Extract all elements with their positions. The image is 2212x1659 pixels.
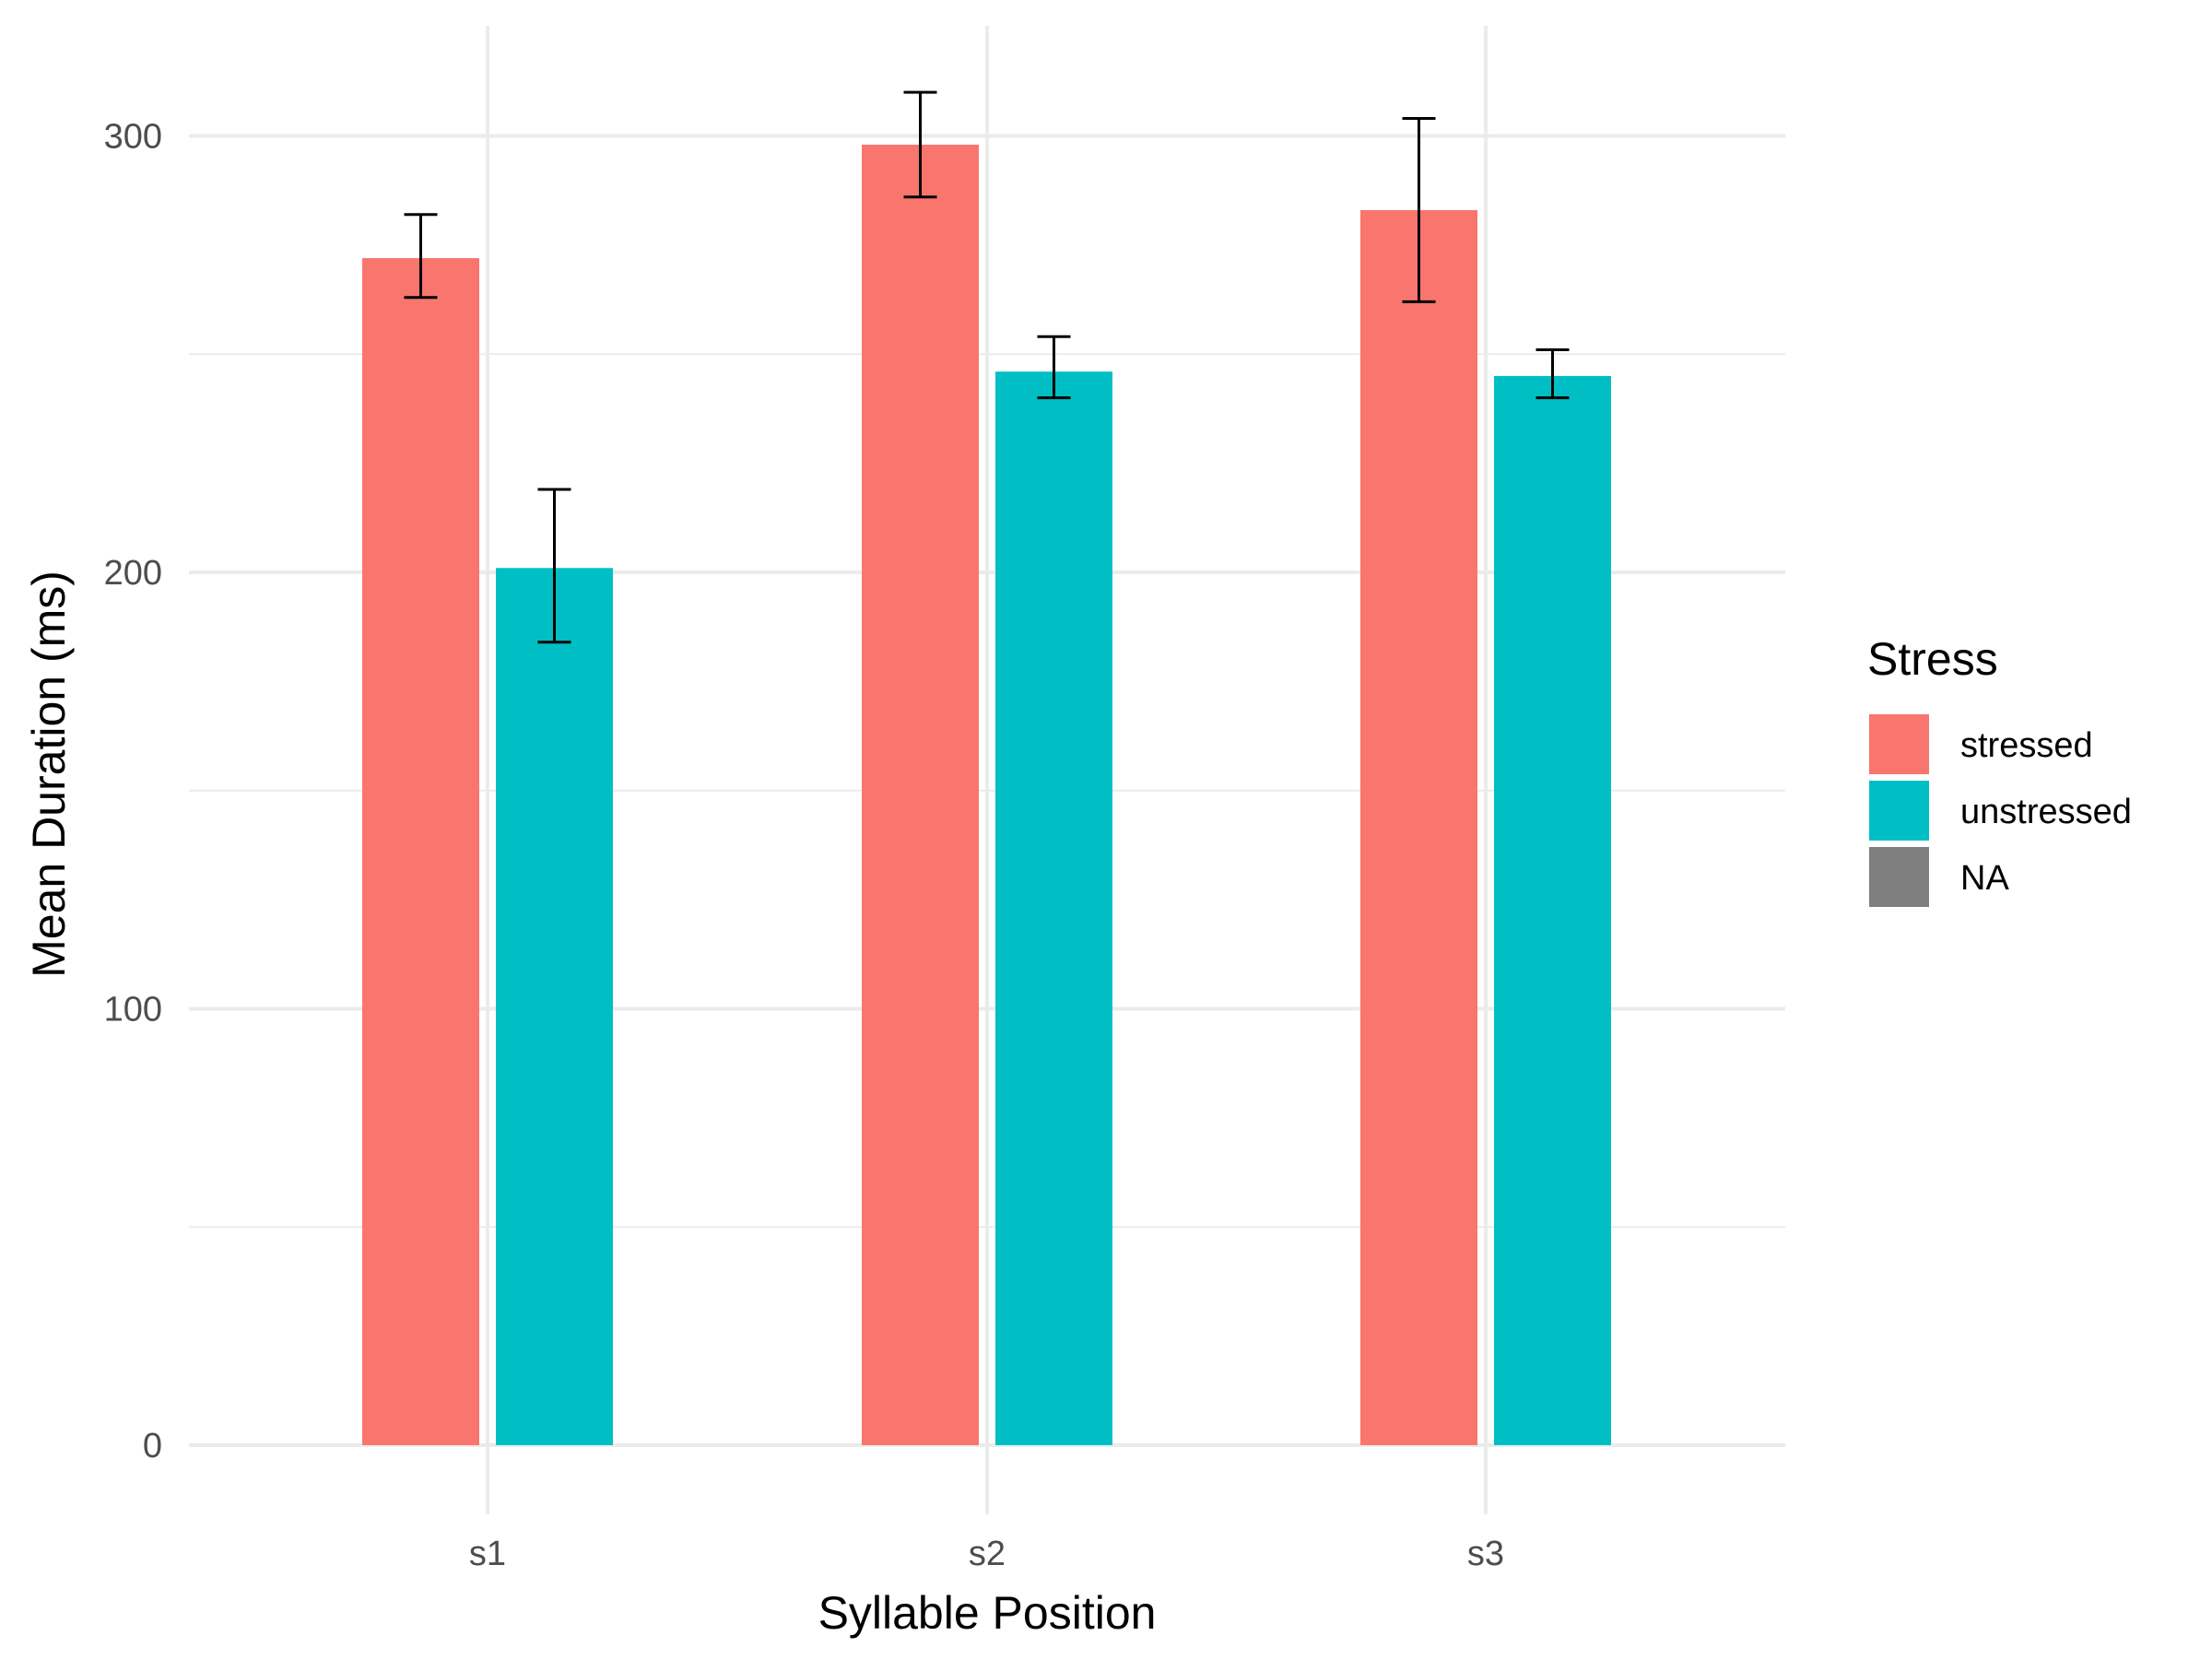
- legend-entry-na: NA: [1869, 847, 2009, 907]
- legend: Stress stressed unstressed NA: [1867, 633, 2132, 907]
- bar-unstressed-s1: [496, 568, 613, 1445]
- legend-key: [1869, 714, 1929, 774]
- bar-stressed-s2: [862, 144, 979, 1446]
- bars: [362, 144, 1611, 1446]
- bar-unstressed-s3: [1494, 375, 1611, 1445]
- error-bar-unstressed-s3: [1535, 348, 1570, 400]
- y-tick-label: 100: [104, 991, 162, 1030]
- y-axis-title: Mean Duration (ms): [23, 571, 75, 978]
- x-tick-label: s1: [469, 1535, 506, 1573]
- y-tick-label: 200: [104, 554, 162, 593]
- x-axis-title: Syllable Position: [818, 1587, 1157, 1639]
- x-tick-label: s2: [969, 1535, 1006, 1573]
- legend-label: unstressed: [1960, 793, 2132, 831]
- y-tick-label: 300: [104, 118, 162, 157]
- legend-entry-stressed: stressed: [1869, 714, 2093, 774]
- legend-label: stressed: [1960, 726, 2093, 765]
- legend-entry-unstressed: unstressed: [1869, 781, 2132, 841]
- error-bar-stressed-s2: [903, 90, 937, 199]
- error-bars: [404, 90, 1570, 644]
- bar-unstressed-s2: [995, 371, 1112, 1446]
- error-bar-stressed-s3: [1402, 117, 1436, 303]
- legend-key: [1869, 781, 1929, 841]
- x-tick-label: s3: [1467, 1535, 1504, 1573]
- y-tick-label: 0: [143, 1427, 162, 1465]
- error-bar-stressed-s1: [404, 213, 438, 300]
- legend-title: Stress: [1867, 633, 1998, 685]
- legend-label: NA: [1960, 859, 2009, 898]
- y-axis-ticks: 0 100 200 300: [104, 118, 162, 1466]
- legend-key: [1869, 847, 1929, 907]
- bar-stressed-s3: [1360, 209, 1477, 1445]
- error-bar-unstressed-s2: [1037, 335, 1071, 400]
- x-axis-ticks: s1 s2 s3: [469, 1535, 1504, 1573]
- bar-stressed-s1: [362, 258, 479, 1446]
- error-bar-unstressed-s1: [537, 488, 571, 644]
